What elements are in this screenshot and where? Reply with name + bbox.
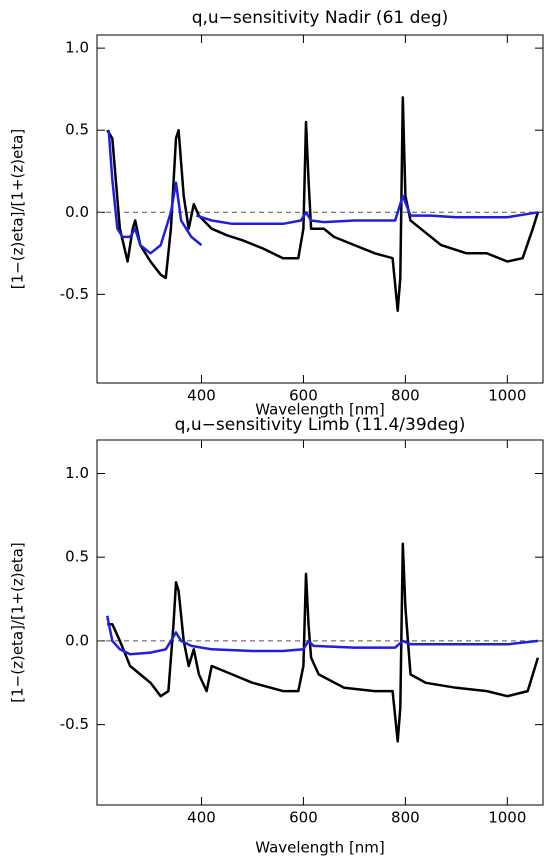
x-tick-label: 800 [391, 809, 420, 827]
y-tick-label: 1.0 [65, 39, 89, 57]
y-tick-label: 1.0 [65, 464, 89, 482]
chart-title: q,u−sensitivity Nadir (61 deg) [192, 8, 449, 28]
x-tick-label: 600 [289, 387, 318, 405]
data-line [105, 615, 539, 656]
x-tick-label: 1000 [488, 809, 526, 827]
plot-frame [96, 34, 544, 384]
y-tick-label: 0.0 [65, 203, 89, 221]
data-line [107, 130, 539, 255]
x-tick-label: 1000 [488, 387, 526, 405]
x-axis-label: Wavelength [nm] [255, 839, 385, 857]
x-axis-label: Wavelength [nm] [255, 401, 385, 419]
data-line [106, 96, 540, 313]
x-tick-label: 600 [289, 809, 318, 827]
x-tick-label: 400 [187, 387, 216, 405]
chart-title: q,u−sensitivity Limb (11.4/39deg) [175, 415, 466, 435]
data-line [107, 542, 540, 743]
x-tick-label: 400 [187, 809, 216, 827]
x-tick-label: 800 [391, 387, 420, 405]
plot-frame [96, 439, 544, 806]
y-axis-label: [1−(z)eta]/[1+(z)eta] [9, 129, 27, 289]
y-tick-label: 0.5 [65, 121, 89, 139]
y-tick-label: -0.5 [60, 285, 89, 303]
y-tick-label: -0.5 [60, 715, 89, 733]
y-tick-label: 0.5 [65, 548, 89, 566]
y-tick-label: 0.0 [65, 631, 89, 649]
y-axis-label: [1−(z)eta]/[1+(z)eta] [9, 542, 27, 702]
